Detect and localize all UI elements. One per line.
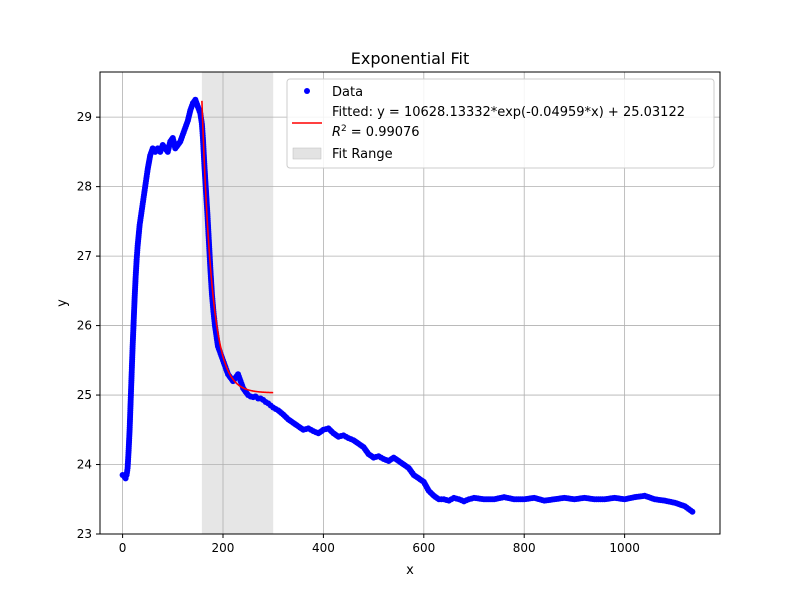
data-point xyxy=(689,508,696,515)
x-tick-label: 0 xyxy=(119,541,127,555)
plot-area-frame xyxy=(99,71,721,535)
legend-fit-label: Fitted: y = 10628.13332*exp(-0.04959*x) … xyxy=(332,105,685,120)
x-tick-label: 400 xyxy=(312,541,335,555)
y-tick-label: 29 xyxy=(77,110,92,124)
x-tick-label: 600 xyxy=(412,541,435,555)
legend-fit-range-swatch xyxy=(292,147,322,160)
y-tick-label: 27 xyxy=(77,249,92,263)
y-tick-label: 25 xyxy=(77,388,92,402)
x-tick-label: 200 xyxy=(212,541,235,555)
axis-ticks: 0 200 400 600 800 1000 23 24 25 26 27 28 29 xyxy=(77,110,640,555)
y-tick-label: 28 xyxy=(77,180,92,194)
x-axis-label: x xyxy=(406,563,414,578)
y-tick-label: 23 xyxy=(77,527,92,541)
legend-data-label: Data xyxy=(332,85,363,100)
legend-fit-range-label: Fit Range xyxy=(332,147,393,162)
x-tick-label: 800 xyxy=(513,541,536,555)
legend-r2-label: R2 = 0.99076 xyxy=(332,124,420,140)
legend-data-marker xyxy=(304,88,310,94)
chart-title: Exponential Fit xyxy=(351,49,469,68)
data-points xyxy=(119,96,696,515)
legend-box xyxy=(286,78,715,169)
fitted-curve xyxy=(201,100,274,394)
y-tick-label: 24 xyxy=(77,458,92,472)
legend: Data Fitted: y = 10628.13332*exp(-0.0495… xyxy=(286,78,715,169)
legend-r2-value: = 0.99076 xyxy=(351,125,420,140)
y-tick-label: 26 xyxy=(77,319,92,333)
y-axis-label: y xyxy=(55,299,70,307)
fitted-curve-line xyxy=(201,100,274,394)
x-tick-label: 1000 xyxy=(609,541,640,555)
